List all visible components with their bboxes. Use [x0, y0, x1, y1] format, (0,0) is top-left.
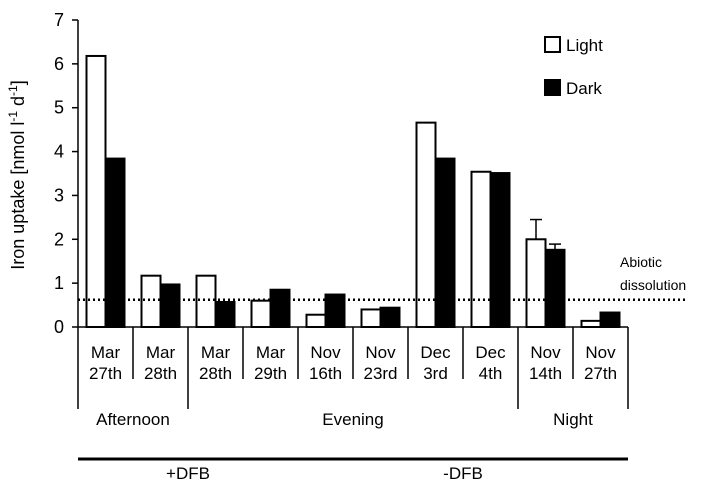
- bar-light: [360, 308, 382, 329]
- legend: Light Dark: [544, 36, 603, 98]
- category-label-month: Nov: [585, 343, 616, 362]
- group-labels: Afternoon Evening Night +DFB -DFB: [77, 379, 629, 483]
- time-group-label: Afternoon: [96, 410, 170, 429]
- y-tick-label: 5: [54, 98, 64, 118]
- bar-light: [305, 313, 327, 329]
- category-label-day: 27th: [89, 364, 122, 383]
- category-label-month: Nov: [310, 343, 341, 362]
- reference-line-group: Abiotic dissolution: [78, 254, 688, 302]
- category-label-day: 27th: [584, 364, 617, 383]
- category-label-month: Mar: [91, 343, 121, 362]
- category-label-month: Mar: [146, 343, 176, 362]
- y-axis: 0 1 2 3 4 5 6 7: [54, 10, 79, 337]
- bar-dark: [599, 311, 621, 328]
- bar-light: [250, 299, 272, 328]
- y-axis-label: Iron uptake [nmol l-1 d-1]: [6, 80, 28, 269]
- y-tick-label: 2: [54, 229, 64, 249]
- reference-line-label-1: Abiotic: [620, 254, 662, 270]
- y-tick-label: 3: [54, 185, 64, 205]
- bar-light: [140, 274, 162, 328]
- category-label-day: 28th: [144, 364, 177, 383]
- bar-light: [580, 319, 602, 328]
- legend-swatch-dark: [544, 79, 561, 96]
- category-labels: Mar 27th Mar 28th Mar 28th Mar 29th Nov 16th Nov 23…: [77, 326, 629, 383]
- category-label-day: 14th: [529, 364, 562, 383]
- bar-light: [525, 238, 547, 329]
- bars: [85, 54, 621, 329]
- bar-dark: [434, 157, 456, 328]
- bar-light: [195, 274, 217, 328]
- y-tick-label: 6: [54, 54, 64, 74]
- time-group-label: Night: [553, 410, 593, 429]
- legend-label-light: Light: [566, 36, 603, 55]
- category-label-day: 4th: [479, 364, 503, 383]
- bar-light: [415, 121, 437, 328]
- category-label-month: Nov: [530, 343, 561, 362]
- category-label-day: 3rd: [423, 364, 448, 383]
- category-label-month: Nov: [365, 343, 396, 362]
- category-label-month: Mar: [201, 343, 231, 362]
- y-tick-label: 4: [54, 142, 64, 162]
- category-label-day: 28th: [199, 364, 232, 383]
- legend-label-dark: Dark: [566, 79, 602, 98]
- y-tick-label: 0: [54, 317, 64, 337]
- category-label-month: Dec: [420, 343, 451, 362]
- treatment-group-label: +DFB: [166, 464, 210, 483]
- bar-dark: [269, 288, 291, 329]
- time-group-label: Evening: [322, 410, 383, 429]
- y-tick-label: 7: [54, 10, 64, 30]
- bar-light: [85, 54, 107, 328]
- category-label-day: 23rd: [363, 364, 397, 383]
- bar-dark: [544, 248, 566, 328]
- category-label-day: 29th: [254, 364, 287, 383]
- category-label-month: Mar: [256, 343, 286, 362]
- bar-dark: [214, 301, 236, 329]
- bar-dark: [489, 172, 511, 328]
- error-bars: [530, 218, 561, 250]
- legend-swatch-light: [544, 36, 561, 53]
- bar-light: [470, 170, 492, 328]
- reference-line-label-2: dissolution: [620, 277, 686, 293]
- category-label-month: Dec: [475, 343, 506, 362]
- bar-dark: [104, 157, 126, 328]
- bar-dark: [379, 306, 401, 328]
- treatment-group-label: -DFB: [443, 464, 483, 483]
- y-tick-label: 1: [54, 273, 64, 293]
- bar-dark: [159, 283, 181, 328]
- category-label-day: 16th: [309, 364, 342, 383]
